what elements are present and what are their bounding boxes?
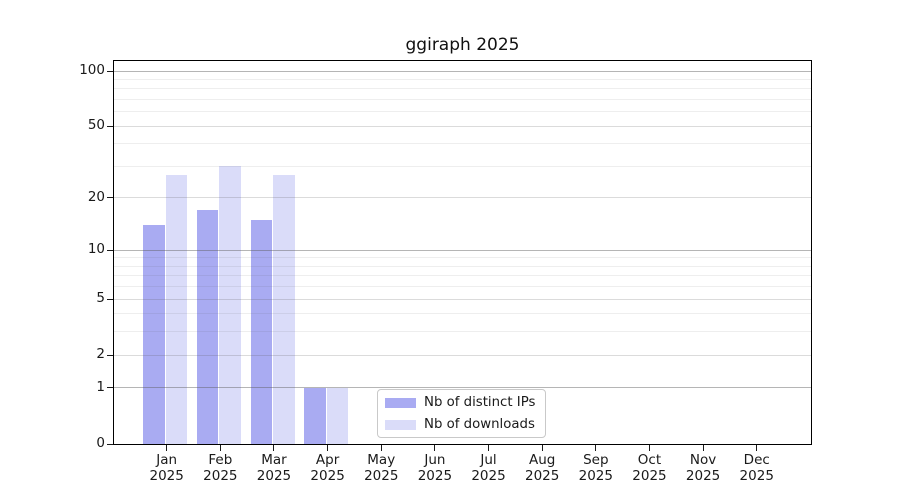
- gridline-minor-60: [114, 111, 811, 113]
- gridline-minor-4: [114, 313, 811, 315]
- x-tick-label-jun: Jun 2025: [417, 452, 453, 484]
- y-tick-label-1: 1: [96, 378, 105, 395]
- x-tick-label-sep: Sep 2025: [578, 452, 613, 484]
- y-tick-mark-1: [107, 387, 113, 389]
- bar-downloads-apr: [326, 387, 349, 444]
- legend-label-distinct-ips: Nb of distinct IPs: [424, 395, 536, 410]
- bar-distinct-ips-apr: [304, 387, 326, 444]
- y-tick-mark-5: [107, 298, 113, 300]
- bar-downloads-jan: [165, 174, 188, 444]
- x-tick-mark-oct: [648, 445, 650, 451]
- y-tick-mark-0: [107, 443, 113, 445]
- gridline-minor-80: [114, 88, 811, 90]
- legend-entry-downloads: Nb of downloads: [385, 415, 545, 434]
- bar-downloads-feb: [219, 166, 241, 444]
- bar-distinct-ips-jan: [143, 225, 165, 444]
- x-tick-mark-aug: [541, 445, 543, 451]
- x-tick-mark-apr: [327, 445, 329, 451]
- legend-swatch-downloads: [385, 419, 416, 430]
- x-tick-label-feb: Feb 2025: [203, 452, 238, 484]
- x-tick-mark-jun: [434, 445, 436, 451]
- x-tick-label-jan: Jan 2025: [149, 452, 184, 484]
- gridline-minor-3: [114, 331, 811, 333]
- x-tick-mark-sep: [595, 445, 597, 451]
- x-tick-mark-dec: [756, 445, 758, 451]
- y-tick-label-50: 50: [87, 117, 105, 134]
- x-tick-label-dec: Dec 2025: [739, 452, 774, 484]
- legend-label-downloads: Nb of downloads: [424, 417, 535, 432]
- gridline-minor-90: [114, 78, 811, 80]
- x-tick-label-apr: Apr 2025: [310, 452, 345, 484]
- bar-distinct-ips-mar: [250, 219, 273, 444]
- gridline-major-100: [114, 70, 811, 72]
- x-tick-mark-may: [380, 445, 382, 451]
- gridline-minor-8: [114, 265, 811, 267]
- x-tick-mark-feb: [219, 445, 221, 451]
- gridline-major-2: [114, 354, 811, 356]
- x-tick-mark-jan: [166, 445, 168, 451]
- bar-distinct-ips-feb: [196, 210, 219, 444]
- chart-title: ggiraph 2025: [405, 35, 520, 55]
- y-tick-label-2: 2: [96, 346, 105, 363]
- y-tick-label-5: 5: [96, 290, 105, 307]
- x-tick-label-aug: Aug 2025: [524, 452, 560, 484]
- x-tick-mark-nov: [702, 445, 704, 451]
- gridline-minor-9: [114, 257, 811, 259]
- gridline-major-1: [114, 387, 811, 389]
- gridline-major-50: [114, 125, 811, 127]
- y-tick-label-10: 10: [87, 241, 105, 258]
- gridline-minor-7: [114, 275, 811, 277]
- x-tick-label-jul: Jul 2025: [471, 452, 506, 484]
- y-tick-mark-2: [107, 354, 113, 356]
- y-tick-label-100: 100: [79, 62, 105, 78]
- gridline-minor-6: [114, 286, 811, 288]
- legend: Nb of distinct IPs Nb of downloads: [377, 389, 546, 438]
- x-tick-mark-jul: [488, 445, 490, 451]
- y-tick-mark-50: [107, 125, 113, 127]
- bar-downloads-mar: [273, 174, 295, 444]
- gridline-major-5: [114, 298, 811, 300]
- gridline-major-20: [114, 197, 811, 199]
- x-tick-label-may: May 2025: [364, 452, 399, 484]
- legend-entry-distinct-ips: Nb of distinct IPs: [385, 393, 545, 412]
- x-tick-mark-mar: [273, 445, 275, 451]
- legend-swatch-distinct-ips: [385, 397, 416, 408]
- y-tick-mark-10: [107, 249, 113, 251]
- y-tick-label-20: 20: [87, 188, 105, 205]
- x-tick-label-mar: Mar 2025: [256, 452, 292, 484]
- x-tick-label-oct: Oct 2025: [632, 452, 667, 484]
- gridline-minor-30: [114, 165, 811, 167]
- y-tick-mark-20: [107, 197, 113, 199]
- gridline-minor-70: [114, 98, 811, 100]
- gridline-major-10: [114, 249, 811, 251]
- x-tick-label-nov: Nov 2025: [685, 452, 721, 484]
- y-tick-mark-100: [107, 70, 113, 72]
- gridline-minor-40: [114, 143, 811, 145]
- y-tick-label-0: 0: [96, 435, 105, 451]
